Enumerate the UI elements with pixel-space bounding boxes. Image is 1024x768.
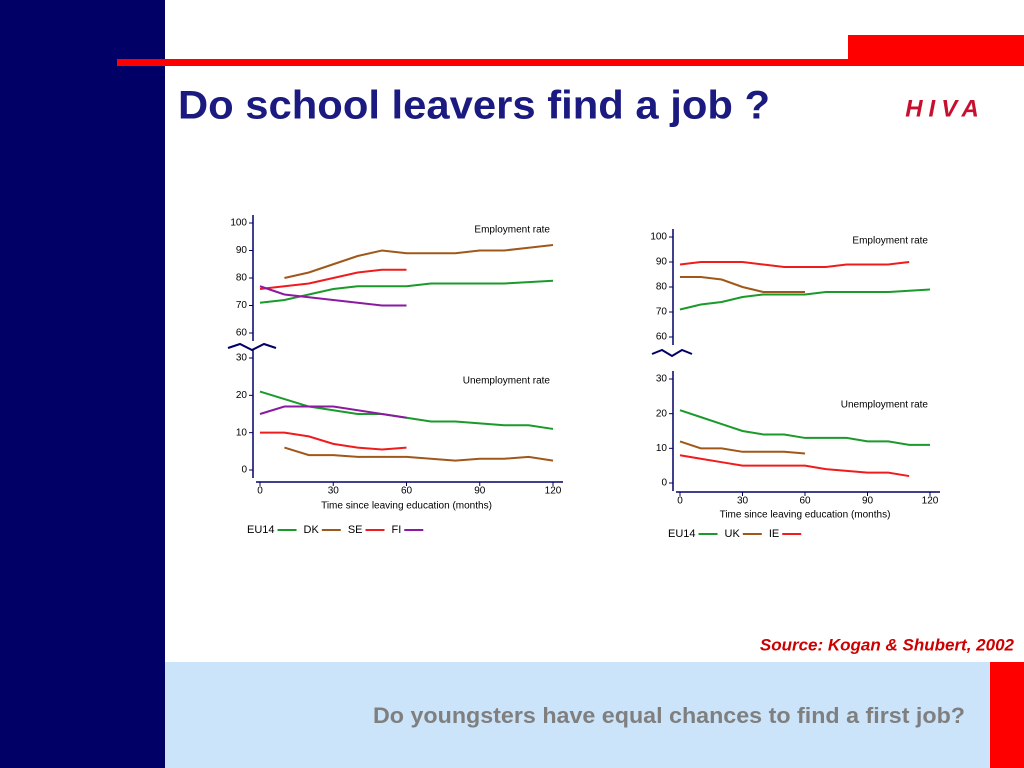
panel-title: Unemployment rate (463, 376, 551, 387)
panel-title: Employment rate (474, 225, 550, 236)
y-tick-label: 100 (230, 218, 247, 229)
legend-label: IE (769, 528, 779, 540)
series-line (259, 405, 407, 419)
series-line (679, 440, 806, 455)
y-tick-label: 20 (656, 408, 668, 419)
y-tick-label: 60 (656, 332, 668, 343)
axis-break (227, 342, 277, 352)
slide-title: Do school leavers find a job ? (178, 84, 770, 128)
series-line (259, 285, 407, 307)
x-tick-label: 60 (799, 496, 811, 507)
panel-title: Unemployment rate (841, 400, 929, 411)
legend-label: FI (392, 524, 402, 536)
x-axis-label: Time since leaving education (months) (321, 501, 492, 512)
source: Source: Kogan & Shubert, 2002 (760, 635, 1015, 654)
x-axis-label: Time since leaving education (months) (720, 510, 891, 521)
top-block (848, 35, 1024, 66)
legend-label: EU14 (247, 524, 275, 536)
y-tick-label: 80 (236, 273, 248, 284)
y-tick-label: 0 (241, 465, 247, 476)
series-line (284, 446, 554, 462)
legend-label: UK (725, 528, 741, 540)
legend-label: DK (304, 524, 320, 536)
x-tick-label: 120 (922, 496, 939, 507)
series-line (284, 244, 554, 279)
y-tick-label: 70 (236, 300, 248, 311)
series-line (259, 268, 407, 290)
top-rule (117, 59, 1024, 66)
x-tick-label: 30 (328, 486, 340, 497)
series-line (679, 288, 931, 311)
series-line (680, 276, 805, 293)
y-tick-label: 60 (236, 328, 248, 339)
y-tick-label: 10 (236, 427, 248, 438)
y-tick-label: 80 (656, 282, 668, 293)
series-line (679, 261, 910, 268)
series-line (260, 431, 407, 451)
logo: HIVA (905, 95, 985, 122)
legend-label: EU14 (668, 528, 696, 540)
x-tick-label: 30 (737, 496, 749, 507)
y-tick-label: 10 (656, 443, 668, 454)
y-tick-label: 30 (236, 353, 248, 364)
side-bar (0, 0, 165, 768)
y-tick-label: 90 (236, 245, 248, 256)
y-tick-label: 30 (656, 374, 668, 385)
footer-block (990, 662, 1024, 768)
y-tick-label: 70 (656, 307, 668, 318)
y-tick-label: 20 (236, 390, 248, 401)
legend-label: SE (348, 524, 363, 536)
y-tick-label: 0 (661, 478, 667, 489)
x-tick-label: 120 (545, 486, 562, 497)
panel-title: Employment rate (852, 236, 928, 247)
y-tick-label: 100 (650, 232, 667, 243)
x-tick-label: 60 (401, 486, 413, 497)
x-tick-label: 0 (677, 496, 683, 507)
y-tick-label: 90 (656, 257, 668, 268)
series-line (259, 279, 554, 304)
x-tick-label: 0 (257, 486, 263, 497)
x-tick-label: 90 (862, 496, 874, 507)
series-line (679, 409, 930, 446)
x-tick-label: 90 (474, 486, 486, 497)
axis-break (651, 348, 693, 358)
series-line (679, 454, 910, 478)
footer-text: Do youngsters have equal chances to find… (373, 703, 965, 728)
footer-band (165, 662, 990, 768)
